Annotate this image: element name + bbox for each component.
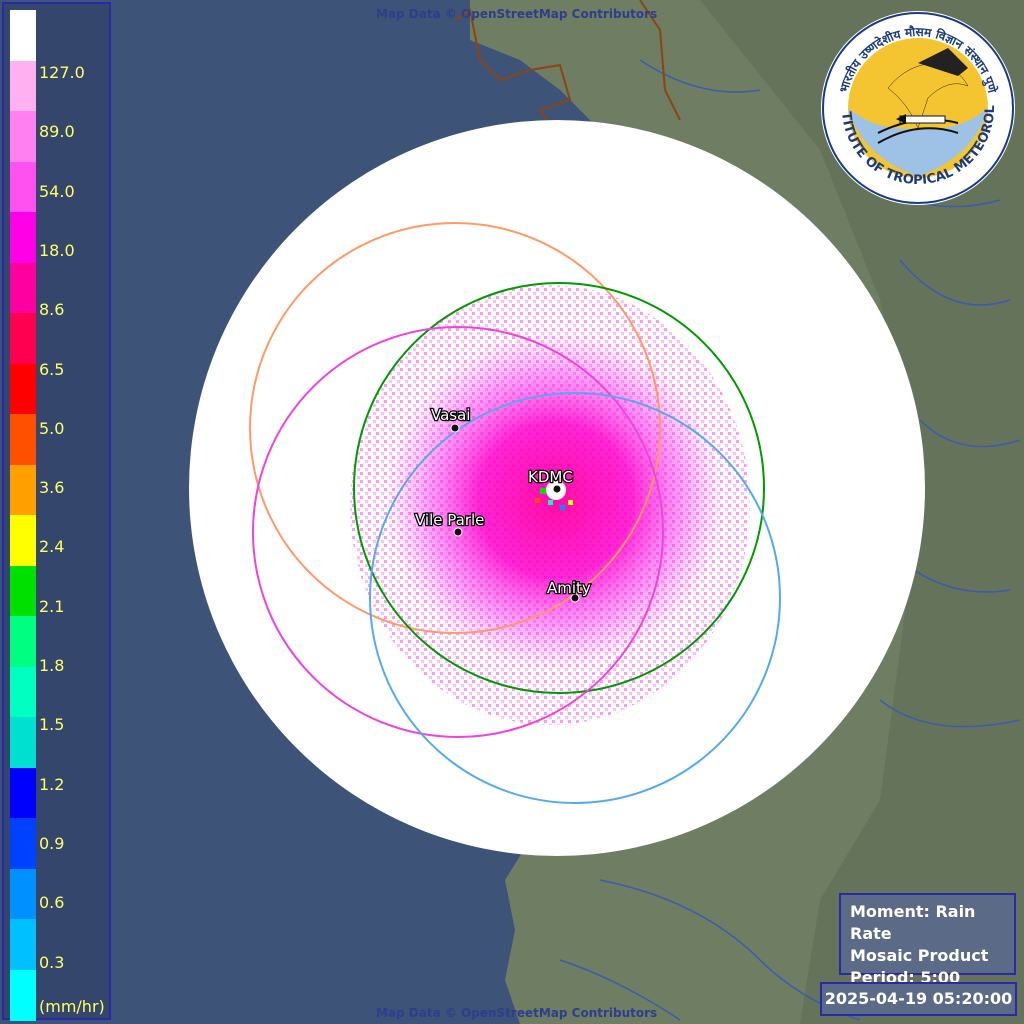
legend-label: 1.8 [39,656,65,675]
map-attribution-top: Map Data © OpenStreetMap Contributors [376,7,658,21]
legend-swatch [10,666,36,718]
legend-swatch [10,414,36,465]
station-vile-parle[interactable]: Vile Parle [414,510,486,537]
station-label: Vasai [431,406,470,424]
legend-unit: (mm/hr) [39,997,105,1016]
station-amity[interactable]: Amity [546,578,592,603]
legend-label: 5.0 [39,418,65,438]
legend-label: 0.6 [39,893,65,913]
legend-label: 6.5 [39,359,65,379]
legend-swatch [10,464,36,516]
rain-echo-core [385,330,725,670]
legend-swatch [10,363,36,415]
legend-swatch [10,565,36,617]
legend-swatch [10,616,36,667]
product-label: Mosaic Product [850,946,989,965]
range-ring-kdmc [353,282,765,694]
legend-swatch [10,10,36,61]
legend-colorbar [10,10,36,1021]
legend-swatch [10,111,36,162]
legend-swatch [10,515,36,566]
station-label: Vile Parle [415,511,484,529]
station-kdmc[interactable]: KDMC [527,467,574,494]
legend-swatch [10,969,36,1021]
legend-swatch [10,313,36,364]
district-boundary [639,0,681,121]
station-marker [450,423,460,433]
station-marker [453,527,463,537]
district-boundary [454,8,572,126]
product-info-box: Moment: Rain Rate Mosaic Product Period:… [839,893,1016,987]
map-attribution-bottom: Map Data © OpenStreetMap Contributors [376,1006,658,1020]
legend-label: 2.4 [39,537,65,557]
legend-swatch [10,818,36,869]
station-marker [552,484,562,494]
legend-label: 18.0 [39,240,75,260]
legend-swatch [10,717,36,768]
rivers [559,59,1021,1021]
station-label: KDMC [528,468,573,486]
moment-label: Moment: Rain Rate [850,902,976,943]
range-ring-amity [369,392,781,804]
legend-swatch [10,60,36,112]
rain-rate-legend: 127.0 89.0 54.0 18.0 8.6 6.5 5.0 3.6 2.4 2.1 1.8 1.… [2,2,111,1021]
legend-label: 8.6 [39,300,65,320]
iitm-logo: INDIAN INSTITUTE OF TROPICAL METEOROLOGY… [818,8,1015,205]
legend-label: 1.2 [39,774,65,794]
legend-label: 3.6 [39,478,65,498]
legend-swatch [10,161,36,213]
terrain-shade [700,0,1024,1024]
legend-label: 0.3 [39,952,65,972]
legend-swatch [10,868,36,920]
legend-swatch [10,919,36,970]
station-marker [570,593,580,603]
legend-swatch [10,212,36,263]
legend-label: 89.0 [39,122,75,142]
range-ring-vile-parle [252,326,664,738]
range-ring-vasai [249,222,661,634]
legend-label: 2.1 [39,596,65,616]
legend-label: 127.0 [39,63,85,82]
legend-swatch [10,262,36,314]
station-vasai[interactable]: Vasai [430,405,472,433]
legend-label: 0.9 [39,833,65,853]
legend-swatch [10,767,36,819]
station-label: Amity [547,579,591,597]
legend-label: 54.0 [39,181,75,201]
legend-label: 1.5 [39,715,65,735]
timestamp: 2025-04-19 05:20:00 [820,982,1017,1016]
